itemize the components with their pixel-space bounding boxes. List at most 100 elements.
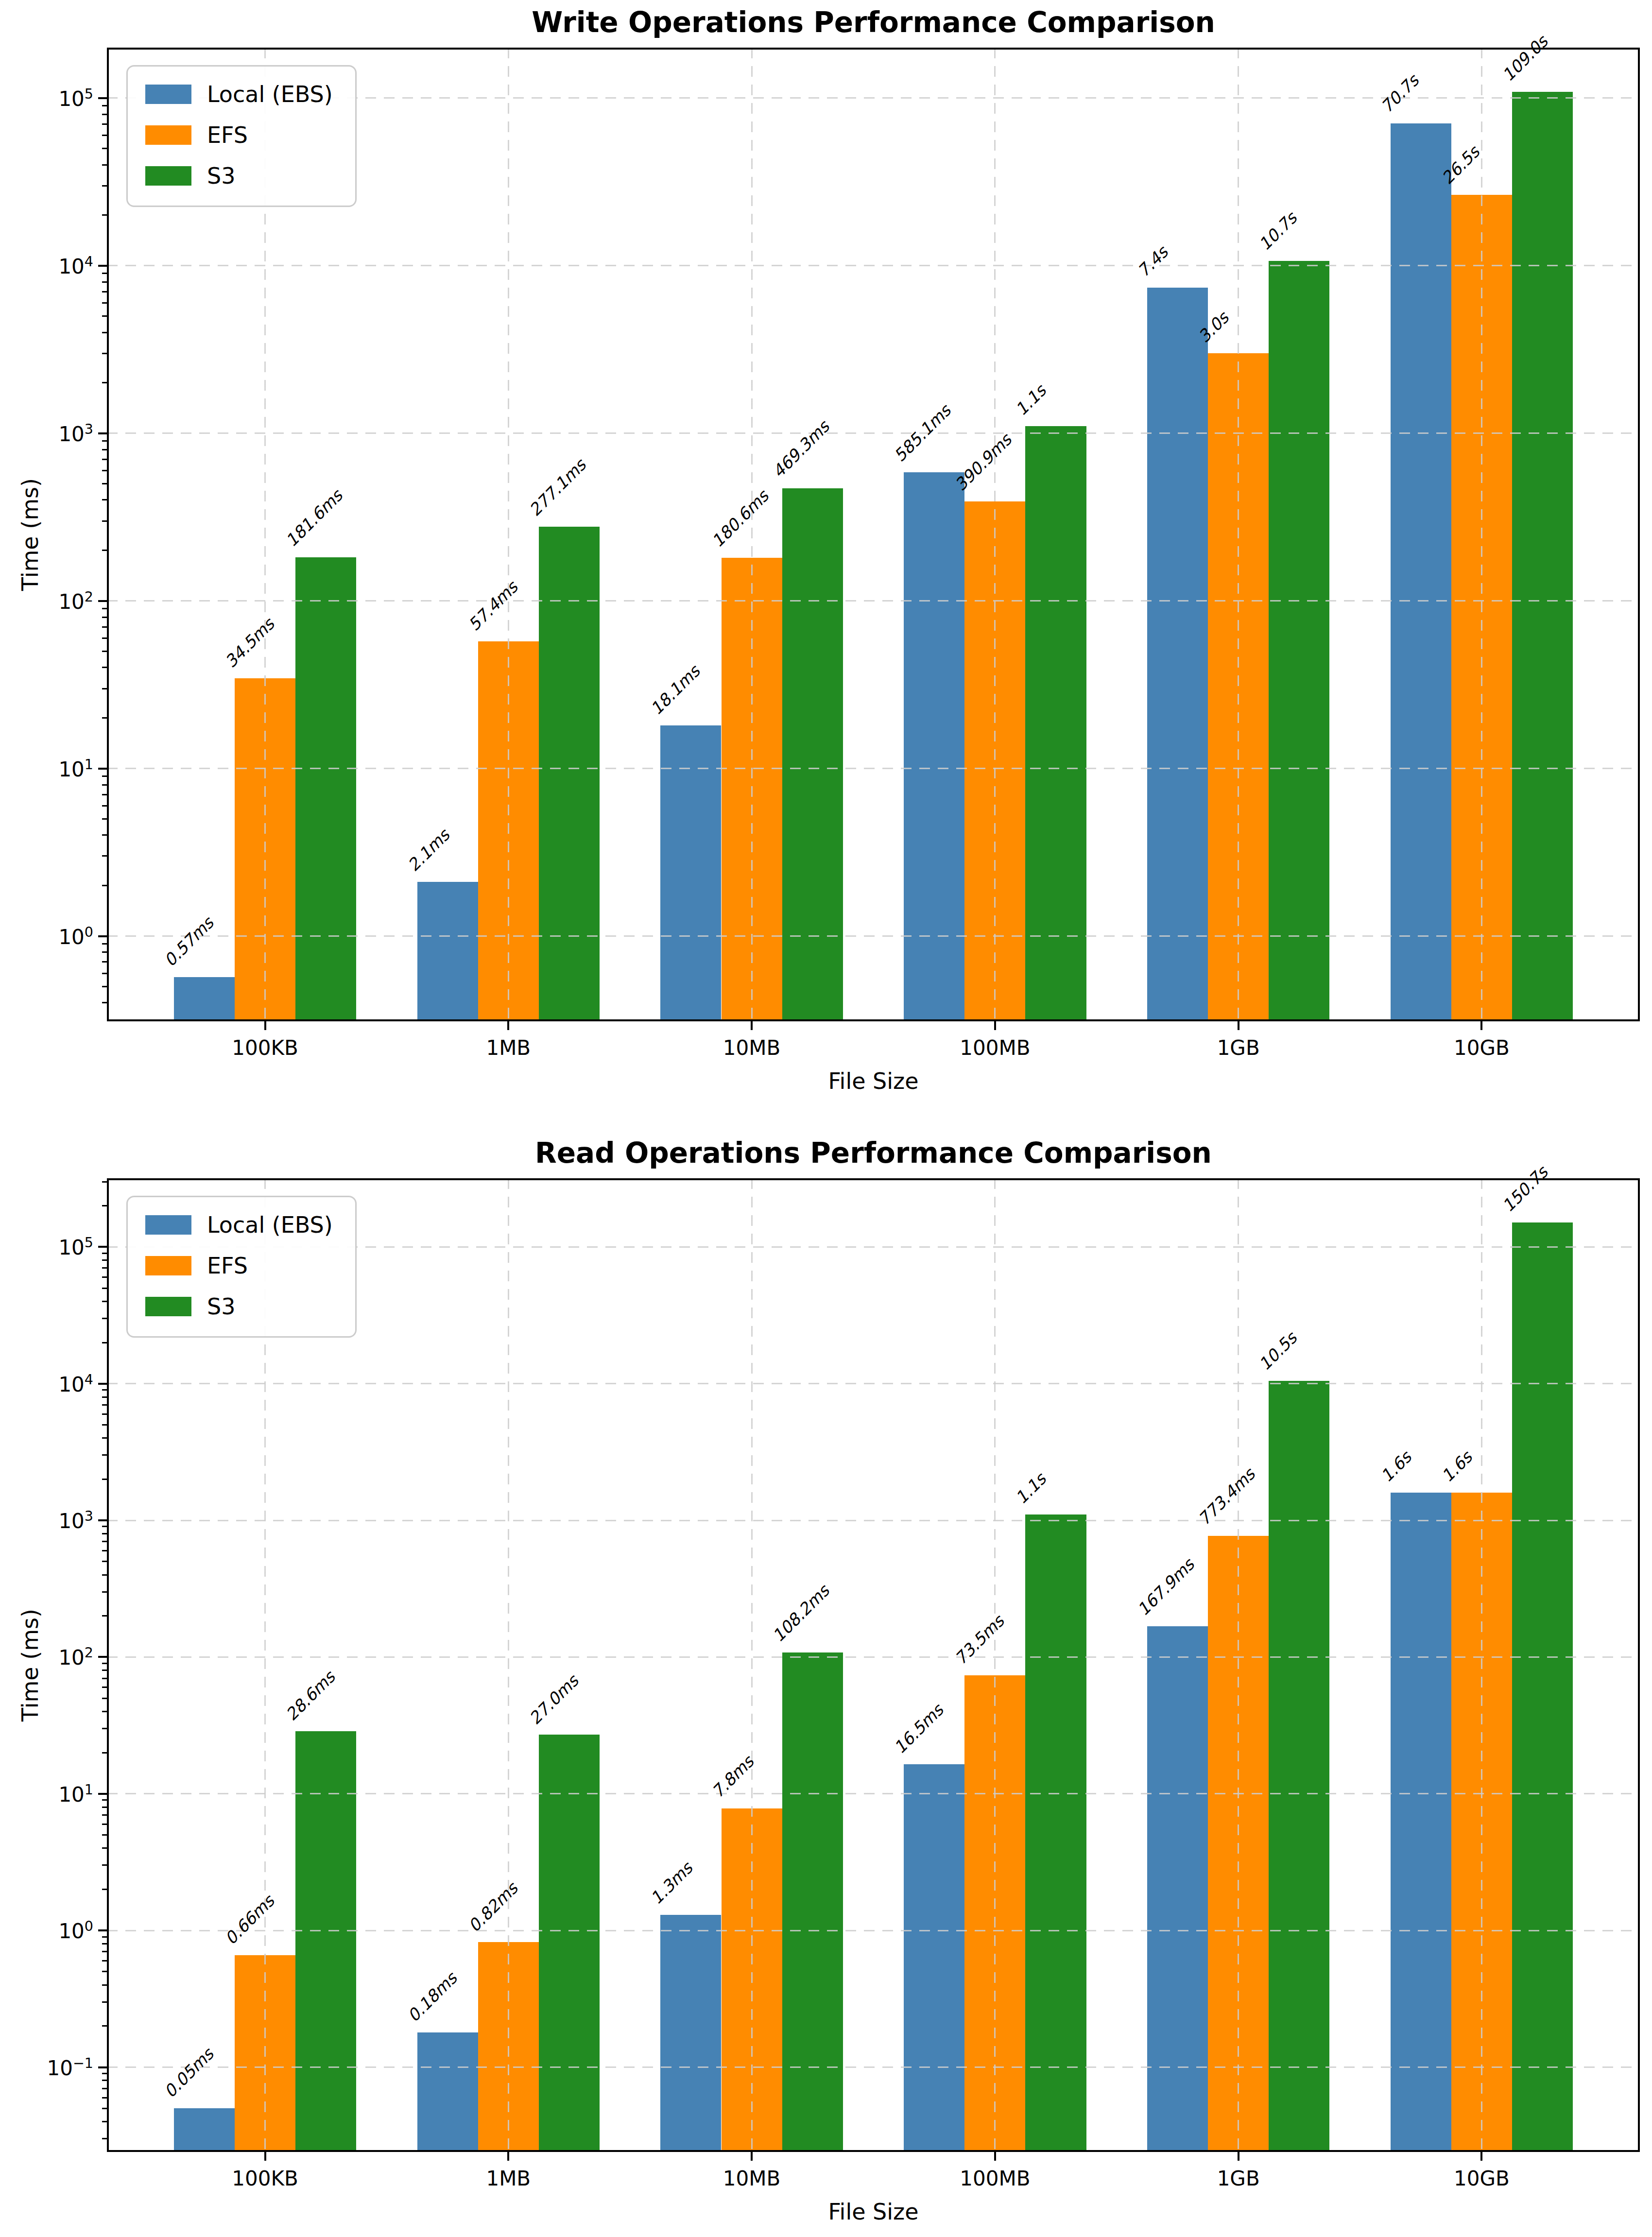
y-tick-mark bbox=[98, 1246, 107, 1248]
bar-value-label: 10.5s bbox=[1255, 1328, 1301, 1374]
legend-item: EFS bbox=[145, 1253, 333, 1279]
y-minor-tick-mark bbox=[102, 302, 107, 304]
x-tick-label: 1MB bbox=[411, 2167, 605, 2190]
x-tick-mark bbox=[1480, 1021, 1482, 1030]
y-minor-tick-mark bbox=[102, 148, 107, 149]
y-minor-tick-mark bbox=[102, 1342, 107, 1343]
bar-s3 bbox=[782, 1652, 843, 2152]
y-minor-tick-mark bbox=[102, 1479, 107, 1480]
y-minor-tick-mark bbox=[102, 1002, 107, 1003]
y-gridline bbox=[107, 1793, 1640, 1794]
y-minor-tick-mark bbox=[102, 1799, 107, 1801]
x-tick-mark bbox=[264, 2152, 266, 2161]
bar-value-label: 277.1ms bbox=[525, 455, 590, 520]
y-minor-tick-mark bbox=[102, 717, 107, 719]
y-minor-tick-mark bbox=[102, 1253, 107, 1254]
bar-value-label: 150.7s bbox=[1498, 1163, 1552, 1216]
y-minor-tick-mark bbox=[102, 1301, 107, 1302]
y-minor-tick-mark bbox=[102, 1669, 107, 1671]
read-operations-chart: Read Operations Performance Comparison T… bbox=[0, 1118, 1652, 2237]
y-minor-tick-mark bbox=[102, 617, 107, 618]
y-gridline bbox=[107, 2066, 1640, 2068]
y-minor-tick-mark bbox=[102, 855, 107, 857]
x-tick-mark bbox=[264, 1021, 266, 1030]
bar-value-label: 7.4s bbox=[1134, 242, 1172, 281]
y-minor-tick-mark bbox=[102, 667, 107, 668]
y-minor-tick-mark bbox=[102, 1936, 107, 1938]
y-tick-mark bbox=[98, 1519, 107, 1521]
y-minor-tick-mark bbox=[102, 1259, 107, 1261]
legend: Local (EBS)EFSS3 bbox=[126, 1196, 357, 1338]
y-minor-tick-mark bbox=[102, 986, 107, 987]
y-minor-tick-mark bbox=[102, 1943, 107, 1944]
bar-value-label: 1.1s bbox=[1012, 381, 1050, 419]
bar-local-ebs- bbox=[1391, 123, 1451, 1021]
y-minor-tick-mark bbox=[102, 2108, 107, 2109]
y-minor-tick-mark bbox=[102, 2138, 107, 2139]
bar-value-label: 34.5ms bbox=[221, 614, 278, 671]
legend-label: EFS bbox=[207, 1253, 248, 1279]
y-minor-tick-mark bbox=[102, 2097, 107, 2099]
bar-s3 bbox=[1269, 261, 1329, 1021]
bar-local-ebs- bbox=[417, 882, 478, 1021]
bar-value-label: 180.6ms bbox=[707, 486, 772, 551]
x-gridline bbox=[1481, 48, 1482, 1021]
bar-value-label: 57.4ms bbox=[464, 577, 521, 635]
y-tick-mark bbox=[98, 935, 107, 937]
y-gridline bbox=[107, 1520, 1640, 1521]
y-minor-tick-mark bbox=[102, 123, 107, 125]
bar-local-ebs- bbox=[417, 2032, 478, 2152]
x-gridline bbox=[994, 1178, 996, 2152]
y-minor-tick-mark bbox=[102, 185, 107, 187]
bar-value-label: 2.1ms bbox=[403, 826, 453, 875]
bar-value-label: 469.3ms bbox=[768, 417, 833, 482]
bar-value-label: 27.0ms bbox=[525, 1671, 583, 1728]
bar-value-label: 70.7s bbox=[1377, 70, 1422, 116]
y-minor-tick-mark bbox=[102, 1752, 107, 1754]
y-minor-tick-mark bbox=[102, 1698, 107, 1699]
x-tick-label: 10GB bbox=[1384, 1036, 1579, 1060]
y-tick-label: 100 bbox=[0, 1918, 93, 1943]
bar-local-ebs- bbox=[660, 1915, 721, 2152]
y-minor-tick-mark bbox=[102, 834, 107, 836]
legend-item: S3 bbox=[145, 163, 333, 189]
bar-value-label: 0.82ms bbox=[464, 1878, 521, 1936]
y-minor-tick-mark bbox=[102, 951, 107, 953]
x-gridline bbox=[1238, 1178, 1239, 2152]
y-minor-tick-mark bbox=[102, 2025, 107, 2027]
y-tick-label: 102 bbox=[0, 1644, 93, 1669]
y-minor-tick-mark bbox=[102, 2088, 107, 2089]
write-operations-chart: Write Operations Performance Comparison … bbox=[0, 0, 1652, 1118]
x-axis-label: File Size bbox=[107, 2199, 1640, 2225]
y-gridline bbox=[107, 1656, 1640, 1658]
y-minor-tick-mark bbox=[102, 1437, 107, 1439]
x-tick-label: 100KB bbox=[168, 2167, 362, 2190]
x-tick-mark bbox=[994, 1021, 996, 1030]
y-tick-mark bbox=[98, 432, 107, 434]
x-gridline bbox=[508, 1178, 509, 2152]
bar-s3 bbox=[782, 488, 843, 1021]
bar-value-label: 108.2ms bbox=[768, 1581, 833, 1646]
y-tick-mark bbox=[98, 1656, 107, 1658]
chart-title: Read Operations Performance Comparison bbox=[107, 1136, 1640, 1170]
y-minor-tick-mark bbox=[102, 784, 107, 786]
y-tick-mark bbox=[98, 600, 107, 602]
y-minor-tick-mark bbox=[102, 520, 107, 522]
y-minor-tick-mark bbox=[102, 1533, 107, 1534]
bar-s3 bbox=[1512, 1222, 1573, 2152]
x-tick-label: 1MB bbox=[411, 1036, 605, 1060]
y-tick-mark bbox=[98, 1929, 107, 1931]
y-minor-tick-mark bbox=[102, 440, 107, 442]
y-tick-label: 10−1 bbox=[0, 2055, 93, 2080]
bar-s3 bbox=[1269, 1381, 1329, 2152]
legend-label: S3 bbox=[207, 1293, 235, 1320]
x-tick-mark bbox=[1480, 2152, 1482, 2161]
legend-color-swatch bbox=[145, 125, 191, 145]
bar-s3 bbox=[1025, 426, 1086, 1021]
bar-value-label: 0.66ms bbox=[221, 1891, 278, 1948]
bar-value-label: 167.9ms bbox=[1134, 1555, 1198, 1619]
y-tick-mark bbox=[98, 2066, 107, 2068]
y-minor-tick-mark bbox=[102, 1591, 107, 1593]
y-minor-tick-mark bbox=[102, 114, 107, 115]
x-tick-label: 100MB bbox=[898, 2167, 1092, 2190]
